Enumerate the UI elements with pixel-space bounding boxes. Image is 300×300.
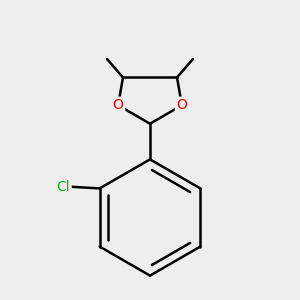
Text: Cl: Cl — [56, 180, 70, 194]
Text: O: O — [113, 98, 124, 112]
Text: O: O — [176, 98, 187, 112]
